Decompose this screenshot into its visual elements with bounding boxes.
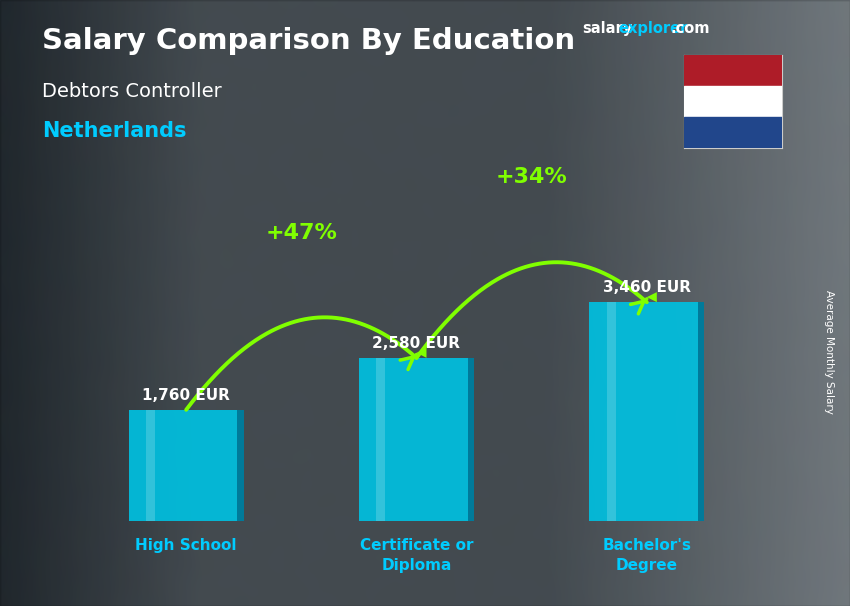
- Bar: [146, 410, 155, 521]
- Text: 3,460 EUR: 3,460 EUR: [603, 281, 691, 296]
- Text: Salary Comparison By Education: Salary Comparison By Education: [42, 27, 575, 55]
- Text: explorer: explorer: [619, 21, 688, 36]
- Text: Netherlands: Netherlands: [42, 121, 187, 141]
- Bar: [607, 302, 615, 521]
- Bar: [468, 358, 474, 521]
- Text: Average Monthly Salary: Average Monthly Salary: [824, 290, 834, 413]
- Text: +47%: +47%: [265, 222, 337, 242]
- Bar: [684, 86, 782, 117]
- Bar: [237, 410, 244, 521]
- Text: +34%: +34%: [496, 167, 568, 187]
- Text: Debtors Controller: Debtors Controller: [42, 82, 222, 101]
- Bar: [698, 302, 705, 521]
- Bar: [589, 302, 705, 521]
- Text: salary: salary: [582, 21, 632, 36]
- Text: 1,760 EUR: 1,760 EUR: [142, 388, 230, 403]
- Bar: [684, 55, 782, 86]
- Bar: [377, 358, 385, 521]
- Text: 2,580 EUR: 2,580 EUR: [372, 336, 461, 351]
- Bar: [684, 117, 782, 148]
- Bar: [128, 410, 244, 521]
- Text: .com: .com: [671, 21, 710, 36]
- Bar: [359, 358, 474, 521]
